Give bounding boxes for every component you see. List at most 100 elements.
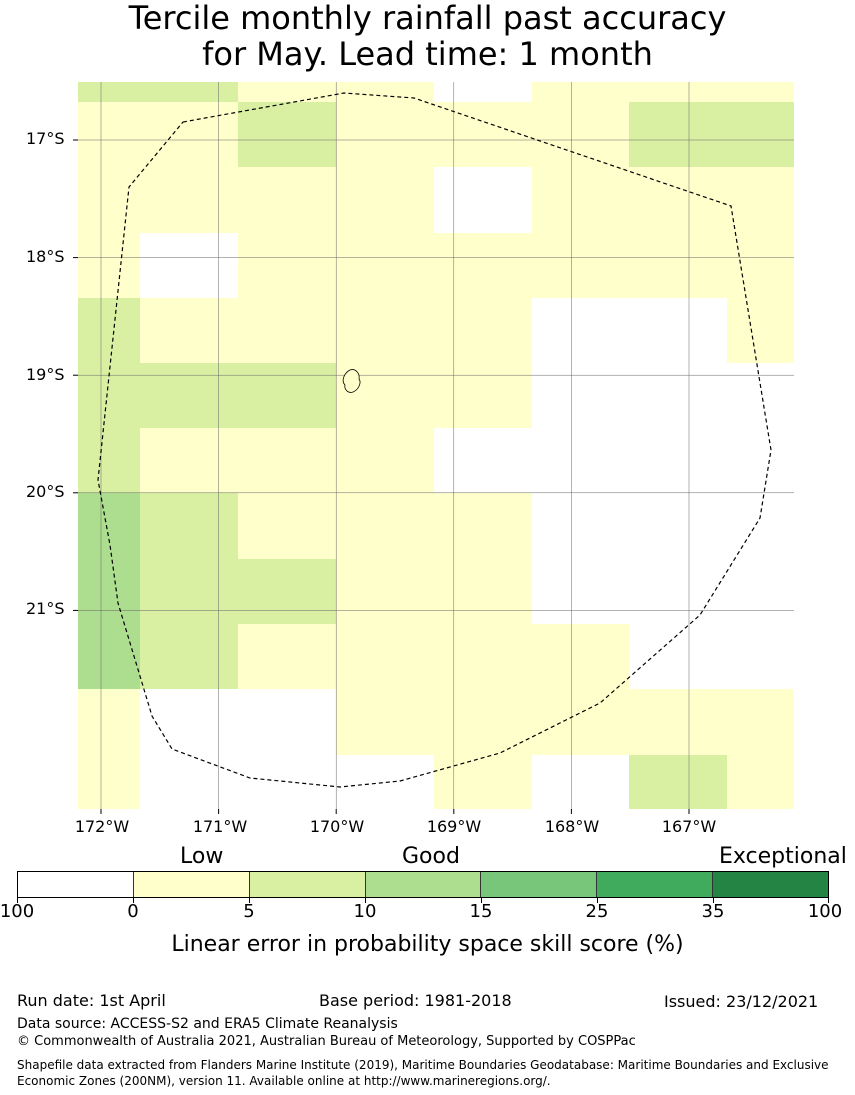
lon-label-172w: 172°W — [74, 817, 130, 836]
skill-cell — [336, 428, 434, 493]
skill-cell — [140, 298, 238, 363]
lon-label-167w: 167°W — [661, 817, 717, 836]
skill-cell — [238, 428, 336, 493]
copyright: © Commonwealth of Australia 2021, Austra… — [17, 1034, 636, 1049]
skill-cell — [434, 624, 532, 689]
run-date: Run date: 1st April — [17, 991, 166, 1010]
skill-cell — [532, 102, 629, 167]
lon-label-168w: 168°W — [544, 817, 600, 836]
rainfall-skill-map — [73, 82, 794, 814]
skill-cell — [532, 167, 629, 233]
skill-cell — [727, 755, 794, 809]
skill-cell — [434, 298, 532, 363]
skill-cell — [336, 233, 434, 298]
skill-cell — [434, 559, 532, 624]
skill-cell — [336, 102, 434, 167]
shapefile-credit: Shapefile data extracted from Flanders M… — [17, 1058, 829, 1088]
skill-cell — [140, 82, 238, 102]
skill-cell — [629, 167, 727, 233]
skill-cell — [727, 102, 794, 167]
lat-label-18s: 18°S — [26, 247, 65, 266]
issued-date: Issued: 23/12/2021 — [664, 992, 819, 1011]
skill-cell — [434, 233, 532, 298]
colorbar-category-exceptional: Exceptional — [719, 844, 847, 869]
skill-cell — [140, 559, 238, 624]
skill-cell — [434, 755, 532, 809]
skill-cell — [78, 493, 140, 559]
skill-cell — [78, 233, 140, 298]
skill-cell — [140, 428, 238, 493]
chart-title-line-2: for May. Lead time: 1 month — [202, 35, 653, 73]
skill-cell — [532, 624, 629, 689]
skill-cell — [238, 82, 336, 102]
skill-cell — [629, 82, 727, 102]
niue-island-outline — [342, 369, 361, 393]
colorbar-tick: 25 — [585, 901, 609, 922]
skill-cell — [727, 167, 794, 233]
colorbar-segment — [18, 872, 134, 897]
colorbar-tick: 35 — [701, 901, 725, 922]
lon-label-171w: 171°W — [192, 817, 248, 836]
skill-cell — [238, 363, 336, 428]
skill-cell — [140, 493, 238, 559]
colorbar-tick: 5 — [243, 901, 255, 922]
skill-cell — [238, 493, 336, 559]
colorbar-segment — [133, 872, 250, 897]
skill-cell — [78, 82, 140, 102]
colorbar-category-good: Good — [402, 844, 460, 869]
lon-label-170w: 170°W — [309, 817, 365, 836]
base-period: Base period: 1981-2018 — [319, 991, 512, 1010]
skill-cell — [434, 363, 532, 428]
skill-cell — [434, 102, 532, 167]
skill-cell — [336, 689, 434, 755]
colorbar-tick: 0 — [127, 901, 139, 922]
skill-cell — [727, 689, 794, 755]
skill-cell — [629, 755, 727, 809]
skill-cell — [78, 559, 140, 624]
skill-cell — [727, 82, 794, 102]
skill-cell — [238, 624, 336, 689]
lon-label-169w: 169°W — [426, 817, 482, 836]
skill-cell — [78, 755, 140, 809]
skill-cell — [434, 689, 532, 755]
skill-cell — [140, 624, 238, 689]
skill-cell — [238, 167, 336, 233]
colorbar-tick: 100 — [807, 901, 843, 922]
skill-cell — [727, 233, 794, 298]
colorbar-segment — [249, 872, 366, 897]
colorbar-category-low: Low — [180, 844, 224, 869]
skill-cell — [336, 559, 434, 624]
skill-cell — [336, 624, 434, 689]
skill-cell — [336, 167, 434, 233]
skill-cell — [238, 559, 336, 624]
colorbar — [17, 871, 829, 898]
lat-label-17s: 17°S — [26, 129, 65, 148]
chart-title-line-1: Tercile monthly rainfall past accuracy — [128, 0, 727, 37]
skill-cell — [78, 428, 140, 493]
skill-cell — [140, 363, 238, 428]
skill-cell — [78, 167, 140, 233]
lat-label-21s: 21°S — [26, 599, 65, 618]
colorbar-segment — [713, 872, 829, 897]
skill-cell — [629, 233, 727, 298]
skill-cell — [78, 624, 140, 689]
skill-cell — [532, 82, 629, 102]
lat-label-19s: 19°S — [26, 365, 65, 384]
skill-cell — [78, 298, 140, 363]
skill-cell — [629, 102, 727, 167]
colorbar-tick: 100 — [0, 901, 35, 922]
skill-cell — [336, 82, 434, 102]
skill-cell — [140, 102, 238, 167]
skill-cell — [532, 233, 629, 298]
skill-cell — [629, 689, 727, 755]
skill-cell — [140, 167, 238, 233]
colorbar-segment — [365, 872, 482, 897]
skill-cell — [238, 233, 336, 298]
skill-cell — [78, 689, 140, 755]
colorbar-label: Linear error in probability space skill … — [171, 932, 684, 957]
lat-label-20s: 20°S — [26, 482, 65, 501]
colorbar-tick: 15 — [469, 901, 493, 922]
skill-cell — [238, 102, 336, 167]
colorbar-tick: 10 — [353, 901, 377, 922]
skill-cell — [727, 298, 794, 363]
